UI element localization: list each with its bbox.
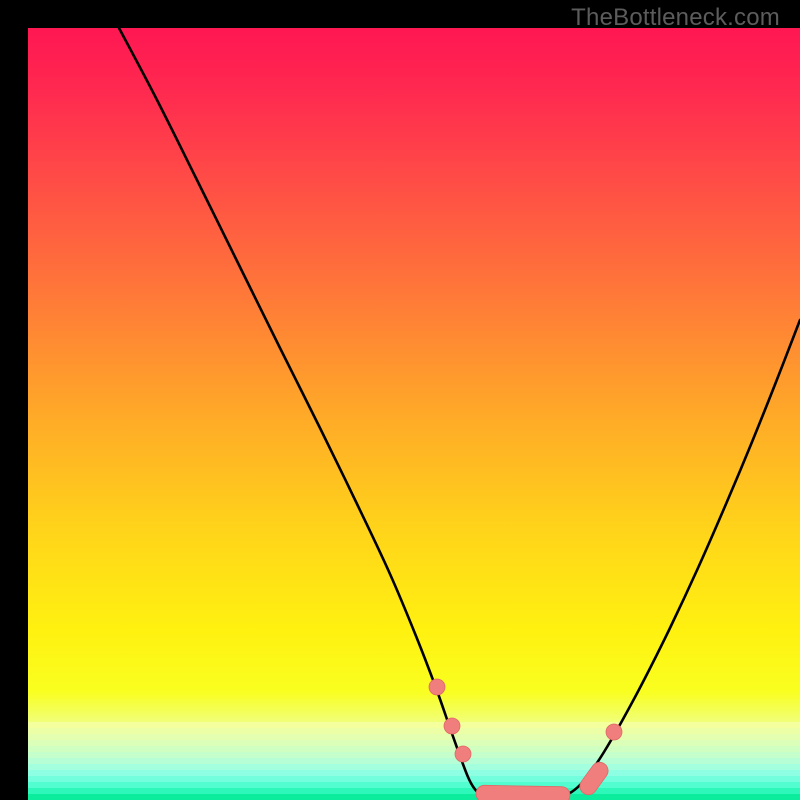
watermark-text: TheBottleneck.com — [571, 4, 780, 32]
data-marker — [455, 746, 471, 762]
curve-layer — [28, 28, 800, 800]
data-marker — [429, 679, 445, 695]
data-marker — [476, 785, 570, 800]
data-marker — [577, 759, 612, 798]
bottleneck-curve — [119, 28, 800, 800]
data-marker — [606, 724, 622, 740]
chart-frame — [0, 0, 800, 800]
plot-area — [28, 28, 800, 800]
data-marker — [444, 718, 460, 734]
